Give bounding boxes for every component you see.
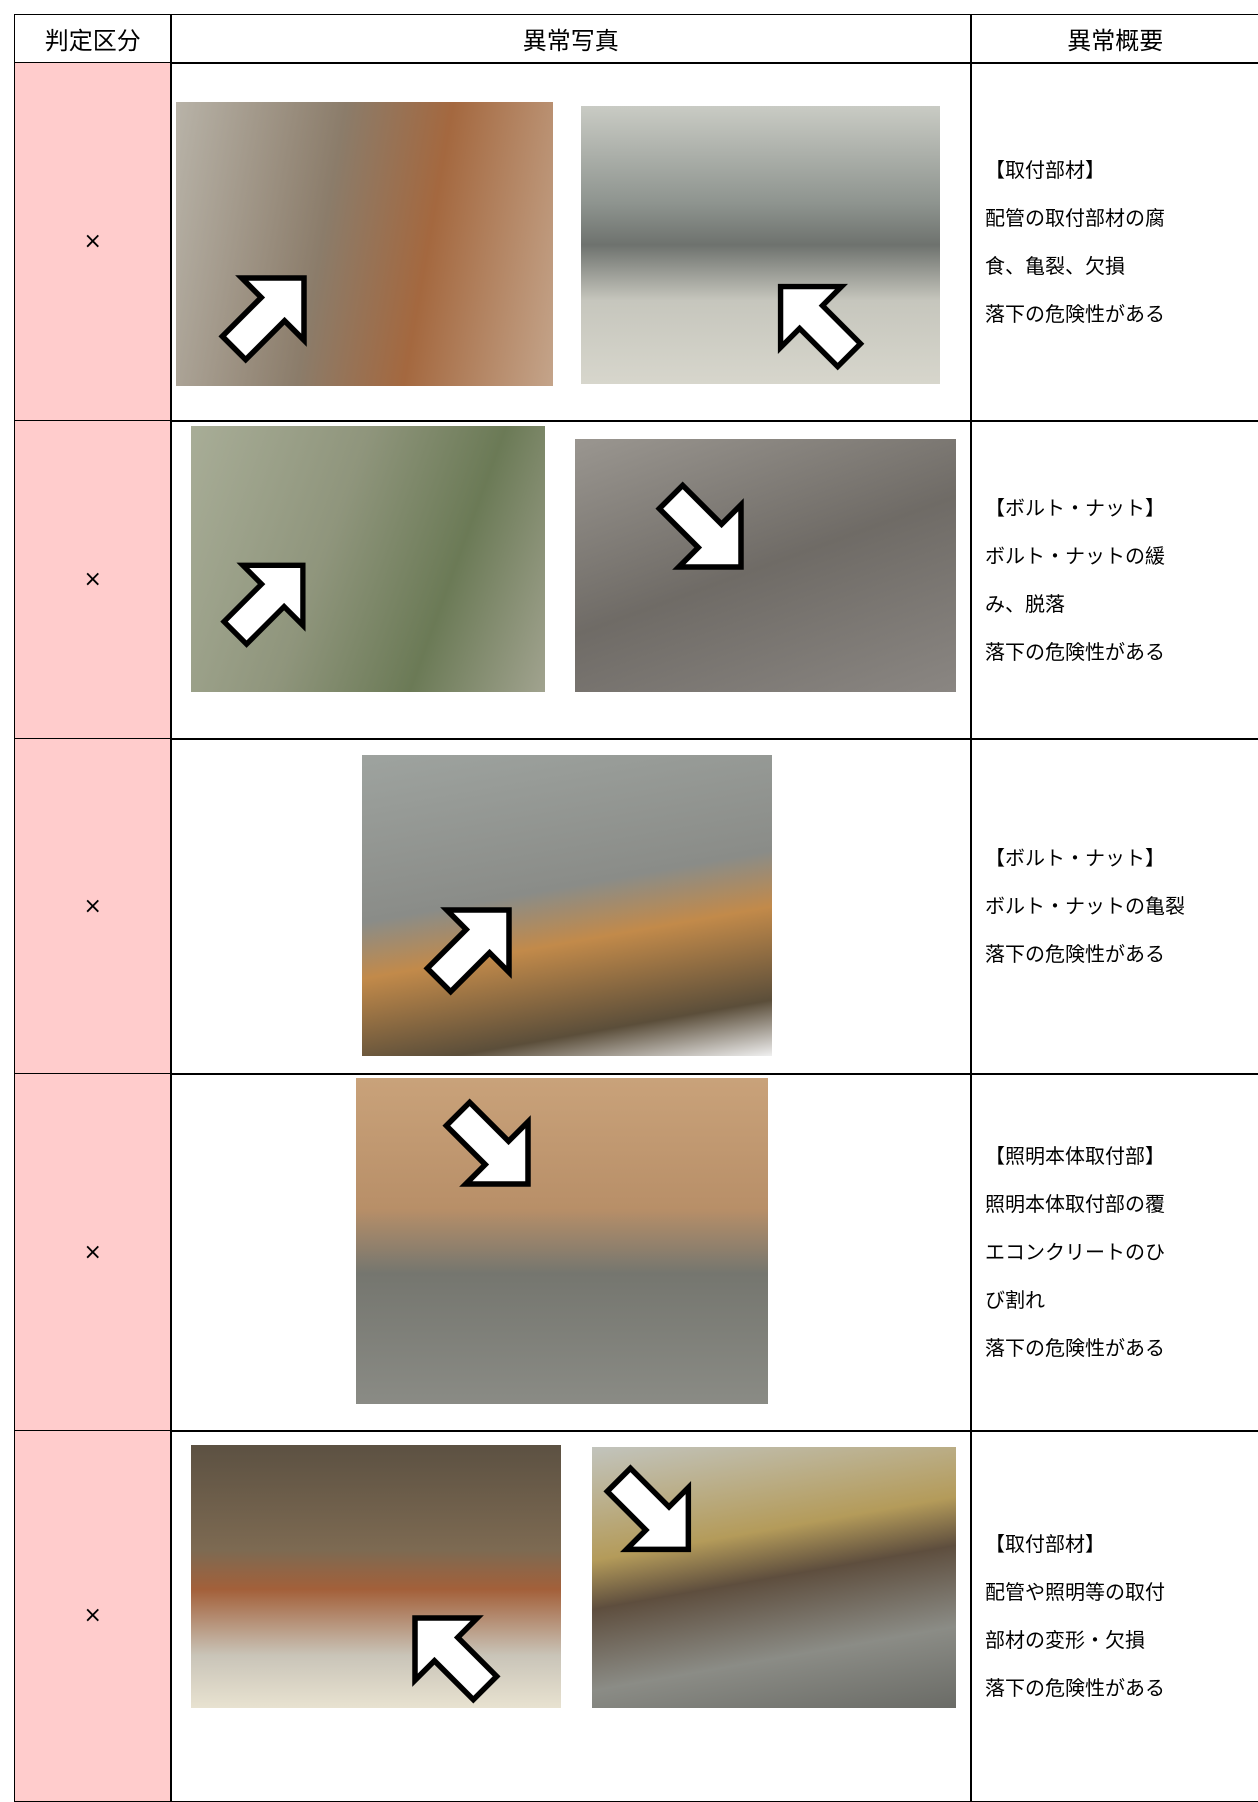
summary-line: 落下の危険性がある — [985, 1336, 1165, 1361]
photo — [191, 426, 545, 692]
arrow — [218, 275, 307, 364]
summary-cell: 【取付部材】配管の取付部材の腐 食、亀裂、欠損落下の危険性がある — [970, 62, 1258, 422]
arrow — [655, 481, 744, 570]
grade-cell: × — [14, 420, 172, 740]
summary-cell: 【ボルト・ナット】 ボルト・ナットの亀裂 落下の危険性がある — [970, 738, 1258, 1075]
arrow — [423, 907, 513, 996]
photo — [356, 1078, 768, 1404]
summary-cell: 【ボルト・ナット】 ボルト・ナットの緩 み、脱落落下の危険性がある — [970, 420, 1258, 740]
photo — [191, 1445, 561, 1708]
photo-cell — [170, 1073, 972, 1432]
photo-cell — [170, 738, 972, 1075]
photo — [581, 106, 940, 384]
header-cell: 異常写真 — [170, 14, 972, 64]
summary-line: 落下の危険性がある — [985, 1675, 1165, 1700]
arrow — [603, 1464, 692, 1553]
photo — [362, 755, 772, 1056]
summary-line: ボルト・ナットの亀裂 — [985, 894, 1185, 919]
header-cell: 判定区分 — [14, 14, 172, 64]
arrow — [220, 562, 306, 648]
arrow — [442, 1098, 532, 1188]
grade-cell: × — [14, 1430, 172, 1802]
photo — [176, 102, 553, 386]
summary-line: み、脱落 — [985, 591, 1065, 616]
arrow — [411, 1614, 501, 1704]
photo-cell — [170, 420, 972, 740]
header-cell: 異常概要 — [970, 14, 1258, 64]
summary-line: 落下の危険性がある — [985, 942, 1165, 967]
summary-line: 【ボルト・ナット】 — [985, 495, 1165, 520]
photo — [592, 1447, 956, 1708]
photo — [575, 439, 956, 692]
summary-line: 照明本体取付部の覆 — [985, 1192, 1165, 1217]
summary-line: 【照明本体取付部】 — [985, 1144, 1165, 1169]
summary-line: び割れ — [985, 1288, 1045, 1313]
summary-line: 【ボルト・ナット】 — [985, 846, 1165, 871]
arrow — [777, 284, 864, 371]
summary-cell: 【照明本体取付部】 照明本体取付部の覆 エコンクリートのひ び割れ落下の危険性がある — [970, 1073, 1258, 1432]
summary-cell: 【取付部材】配管や照明等の取付 部材の変形・欠損 落下の危険性がある — [970, 1430, 1258, 1802]
grade-cell: × — [14, 738, 172, 1075]
summary-line: 落下の危険性がある — [985, 301, 1165, 326]
summary-line: 【取付部材】 — [985, 1531, 1105, 1556]
summary-line: ボルト・ナットの緩 — [985, 543, 1165, 568]
summary-line: 【取付部材】 — [985, 157, 1105, 182]
summary-line: 配管や照明等の取付 — [985, 1579, 1165, 1604]
grade-cell: × — [14, 1073, 172, 1432]
photo-cell — [170, 62, 972, 422]
grade-cell: × — [14, 62, 172, 422]
summary-line: 部材の変形・欠損 — [985, 1627, 1145, 1652]
summary-line: エコンクリートのひ — [985, 1240, 1165, 1265]
summary-line: 食、亀裂、欠損 — [985, 253, 1125, 278]
summary-line: 配管の取付部材の腐 — [985, 205, 1165, 230]
summary-line: 落下の危険性がある — [985, 639, 1165, 664]
